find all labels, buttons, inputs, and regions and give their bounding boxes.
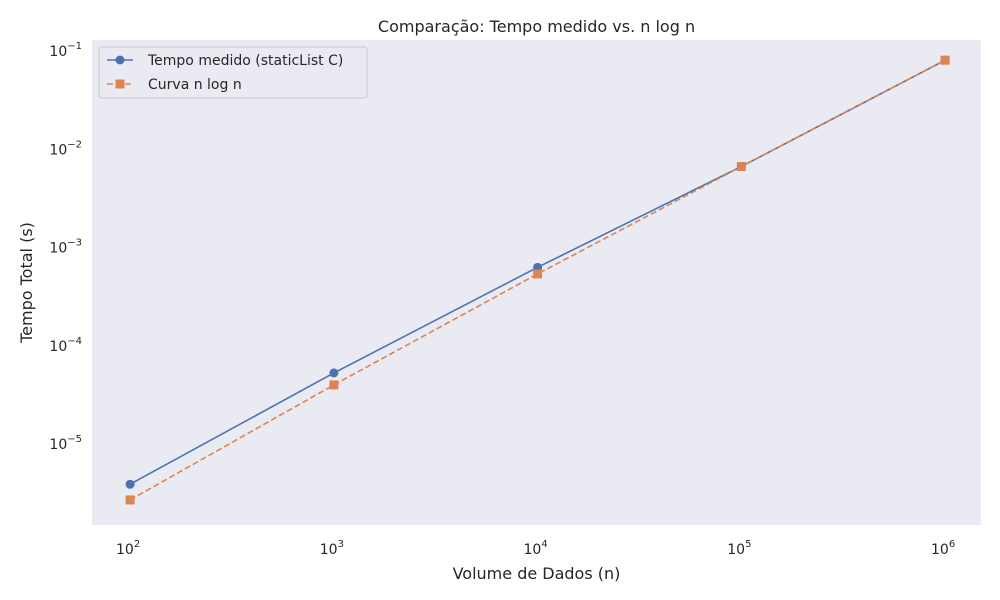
legend-marker: [115, 55, 125, 65]
data-point: [125, 495, 135, 505]
y-axis-ticks: 10−5 10−4 10−3 10−2 10−1: [49, 41, 82, 453]
legend-label: Tempo medido (staticList C): [147, 53, 343, 69]
legend-box: [98, 46, 368, 99]
y-tick-label: 10−4: [49, 336, 82, 355]
data-point: [940, 55, 950, 65]
x-axis-title: Volume de Dados (n): [453, 564, 621, 583]
y-tick-label: 10−2: [49, 139, 82, 158]
x-tick-label: 103: [320, 539, 344, 558]
data-point: [329, 368, 339, 378]
data-point: [125, 479, 135, 489]
legend: Tempo medido (staticList C) Curva n log n: [98, 46, 368, 99]
chart-title: Comparação: Tempo medido vs. n log n: [378, 17, 695, 36]
plot-area: [92, 40, 981, 525]
x-tick-label: 104: [524, 539, 548, 558]
y-axis-title: Tempo Total (s): [17, 222, 36, 344]
data-point: [329, 380, 339, 390]
x-axis-ticks: 102 103 104 105 106: [116, 539, 955, 558]
x-tick-label: 105: [727, 539, 751, 558]
legend-label: Curva n log n: [148, 77, 242, 93]
series-layer: [125, 55, 950, 505]
data-point: [533, 269, 543, 279]
x-tick-label: 102: [116, 539, 140, 558]
data-point: [736, 161, 746, 171]
y-tick-label: 10−1: [49, 41, 82, 60]
y-tick-label: 10−3: [49, 238, 82, 257]
legend-marker: [115, 79, 125, 89]
x-tick-label: 106: [931, 539, 955, 558]
series-line: [129, 59, 946, 501]
y-tick-label: 10−5: [49, 434, 82, 453]
series-2: [125, 55, 950, 505]
